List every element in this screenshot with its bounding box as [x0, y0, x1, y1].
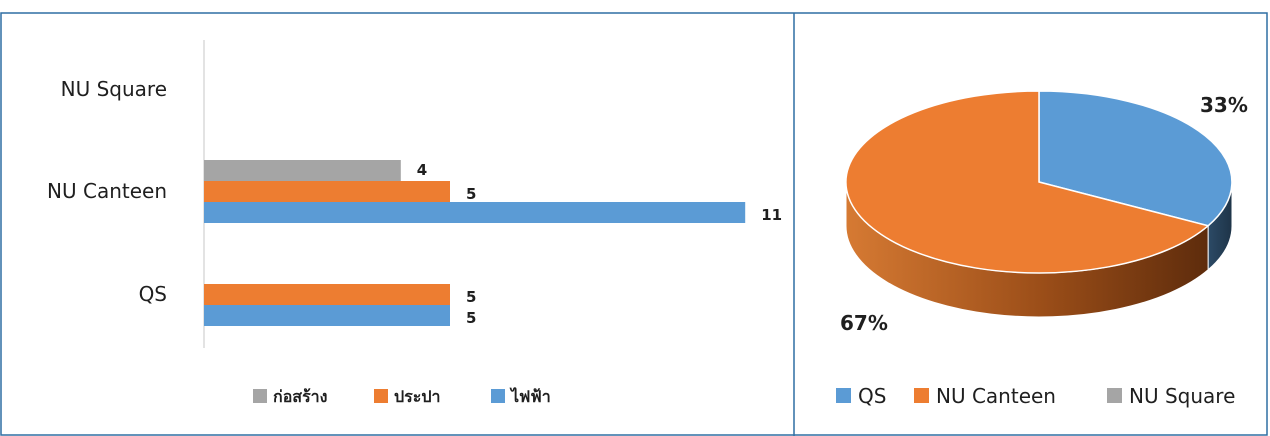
pie-data-label: 33% — [1200, 93, 1248, 117]
bar-legend: ก่อสร้าง ประปา ไฟฟ้า — [253, 387, 551, 406]
pie-chart: 33% 67% QS NU Canteen NU Square — [836, 90, 1248, 408]
category-label: NU Canteen — [47, 179, 167, 203]
bar-chart: QS NU Canteen NU Square 4 5 5 5 11 ก่อสร้าง ประ… — [47, 40, 782, 406]
bar-0-2 — [204, 305, 450, 326]
bar-0-1 — [204, 284, 450, 305]
bar-1-0 — [204, 160, 401, 181]
legend-label: ไฟฟ้า — [509, 387, 551, 406]
legend-swatch — [253, 389, 267, 403]
legend-label: QS — [858, 384, 886, 408]
legend-swatch — [491, 389, 505, 403]
bar-1-2 — [204, 202, 746, 223]
legend-label: NU Canteen — [936, 384, 1056, 408]
pie-legend: QS NU Canteen NU Square — [836, 384, 1235, 408]
pie-data-label: 67% — [840, 311, 888, 335]
category-label: NU Square — [61, 77, 167, 101]
legend-swatch — [1107, 388, 1122, 403]
legend-label: NU Square — [1129, 384, 1235, 408]
legend-label: ประปา — [394, 387, 440, 406]
bar-data-label: 5 — [466, 309, 476, 327]
bar-data-label: 5 — [466, 185, 476, 203]
bar-1-1 — [204, 181, 450, 202]
legend-swatch — [836, 388, 851, 403]
bar-data-label: 4 — [417, 161, 427, 179]
pie-slice-1 — [845, 90, 1210, 274]
outer-border — [0, 12, 1268, 436]
legend-label: ก่อสร้าง — [273, 387, 327, 406]
legend-swatch — [914, 388, 929, 403]
category-label: QS — [139, 282, 167, 306]
bar-data-label: 11 — [761, 206, 782, 224]
bar-data-label: 5 — [466, 288, 476, 306]
legend-swatch — [374, 389, 388, 403]
pie-slice-0 — [1038, 90, 1233, 227]
